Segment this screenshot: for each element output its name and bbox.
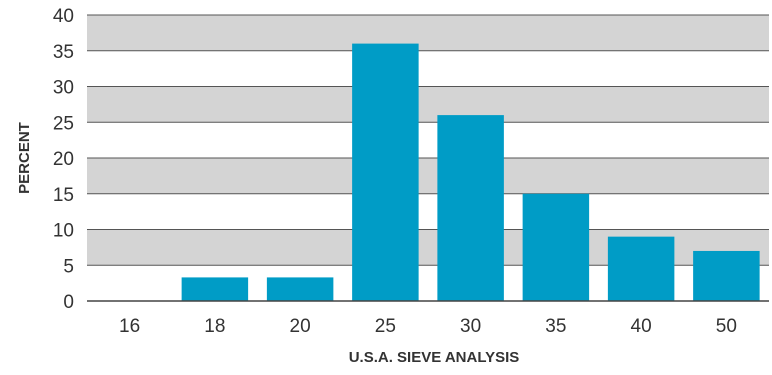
x-tick-label: 50 (716, 316, 737, 337)
y-tick-label: 25 (53, 113, 74, 134)
y-tick-labels: 0 5 10 15 20 25 30 35 40 (53, 6, 74, 313)
x-tick-label: 40 (631, 316, 652, 337)
y-tick-label: 5 (63, 256, 74, 277)
y-tick-label: 40 (53, 6, 74, 27)
y-tick-label: 0 (63, 292, 74, 313)
y-tick-label: 30 (53, 78, 74, 99)
x-tick-label: 20 (290, 316, 311, 337)
y-axis-title: PERCENT (16, 122, 33, 194)
background-band (87, 50, 769, 87)
background-bands (87, 15, 769, 301)
y-tick-label: 20 (53, 149, 74, 170)
x-tick-label: 18 (204, 316, 225, 337)
bars (181, 43, 760, 301)
bar-50 (693, 250, 760, 301)
y-tick-label: 35 (53, 42, 74, 63)
bar-20 (266, 277, 334, 301)
bar-30 (437, 115, 504, 301)
y-tick-label: 10 (53, 221, 74, 242)
x-tick-label: 30 (460, 316, 481, 337)
background-band (87, 15, 769, 51)
x-tick-label: 16 (119, 316, 140, 337)
background-band (87, 122, 769, 158)
bar-35 (522, 193, 590, 301)
bar-25 (352, 43, 419, 301)
background-band (87, 86, 769, 123)
bar-18 (181, 277, 249, 301)
bar-40 (607, 236, 675, 301)
background-band (87, 158, 769, 194)
y-tick-label: 15 (53, 185, 74, 206)
x-tick-label: 25 (375, 316, 396, 337)
x-tick-label: 35 (545, 316, 566, 337)
background-band (87, 193, 769, 230)
x-tick-labels: 16 18 20 25 30 35 40 50 (119, 316, 737, 337)
x-axis-title: U.S.A. SIEVE ANALYSIS (349, 349, 520, 366)
